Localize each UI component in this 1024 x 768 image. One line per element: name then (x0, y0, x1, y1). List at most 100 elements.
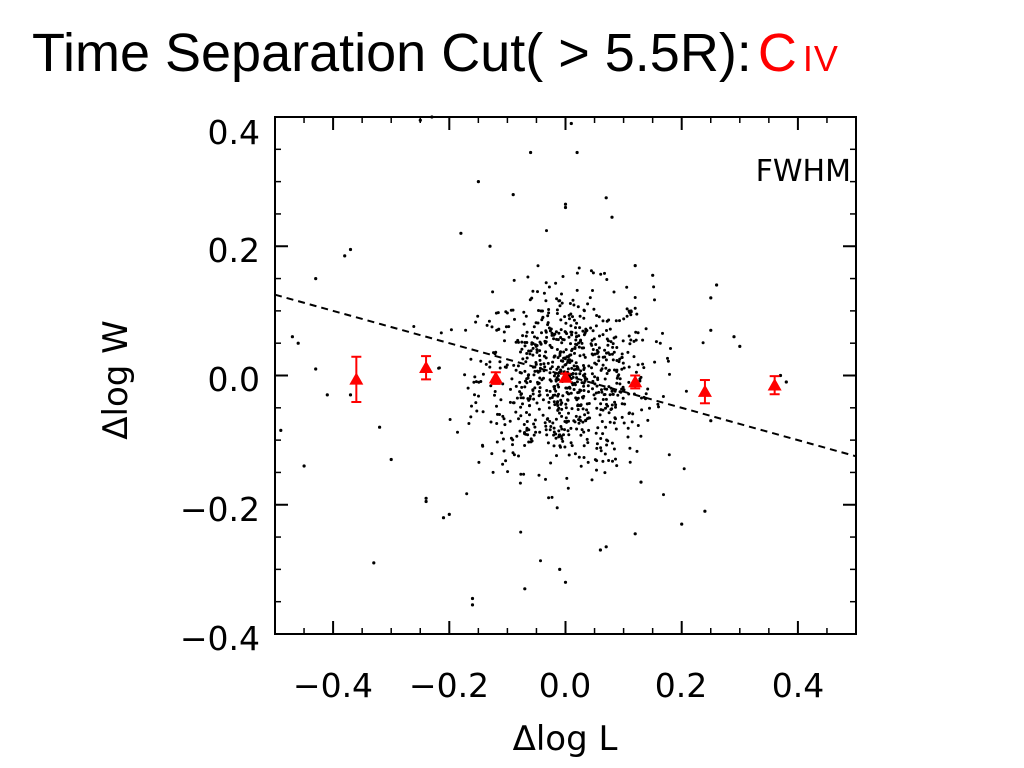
scatter-point (639, 434, 643, 438)
scatter-points-layer (279, 115, 788, 607)
scatter-point (610, 352, 614, 356)
scatter-point (494, 350, 498, 354)
scatter-point (488, 244, 492, 248)
scatter-point (620, 402, 624, 406)
scatter-point (604, 366, 608, 370)
scatter-point (778, 373, 783, 378)
scatter-point (617, 373, 621, 377)
scatter-point (569, 312, 573, 316)
triangle-marker (488, 371, 503, 384)
scatter-point (550, 495, 554, 499)
scatter-point (622, 366, 626, 370)
scatter-point (487, 319, 491, 323)
scatter-point (557, 385, 561, 389)
scatter-point (621, 385, 625, 389)
scatter-point (556, 356, 560, 360)
scatter-point (550, 331, 554, 335)
scatter-point (634, 330, 638, 334)
scatter-point (628, 460, 632, 464)
scatter-point (639, 480, 643, 484)
scatter-point (635, 449, 639, 453)
scatter-point (615, 359, 619, 362)
scatter-point (503, 339, 506, 343)
scatter-point (709, 328, 713, 332)
scatter-point (620, 352, 624, 356)
scatter-point (585, 437, 589, 441)
scatter-point (512, 401, 516, 405)
scatter-point (545, 389, 549, 392)
scatter-point (589, 326, 593, 330)
scatter-point (566, 392, 570, 396)
scatter-point (539, 342, 543, 345)
scatter-point (555, 348, 559, 351)
scatter-point (481, 410, 485, 414)
x-tick-label: −0.4 (293, 666, 373, 705)
scatter-point (661, 331, 664, 335)
scatter-point (570, 444, 574, 448)
scatter-point (612, 421, 616, 425)
scatter-point (605, 372, 609, 375)
scatter-point (597, 315, 601, 319)
scatter-point (504, 459, 508, 463)
scatter-point (550, 396, 554, 399)
scatter-point (555, 454, 558, 458)
scatter-point (593, 361, 597, 365)
scatter-point (535, 336, 539, 340)
scatter-point (563, 205, 568, 210)
scatter-point (561, 275, 565, 278)
scatter-point (542, 354, 546, 358)
scatter-point (574, 414, 578, 418)
scatter-point (552, 374, 556, 378)
scatter-point (577, 455, 581, 459)
scatter-point (532, 373, 536, 377)
scatter-point (590, 352, 594, 356)
scatter-point (576, 408, 580, 411)
scatter-point (424, 499, 428, 504)
scatter-point (596, 426, 600, 430)
scatter-point (556, 404, 560, 407)
scatter-point (558, 567, 562, 572)
scatter-point (605, 278, 609, 281)
scatter-point (577, 345, 581, 349)
scatter-point (610, 403, 614, 407)
scatter-point (586, 302, 590, 306)
scatter-point (348, 393, 353, 397)
scatter-point (615, 370, 619, 374)
scatter-point (581, 407, 585, 411)
scatter-point (563, 420, 567, 423)
scatter-point (564, 416, 568, 420)
scatter-point (567, 433, 571, 437)
scatter-point (653, 298, 656, 302)
scatter-point (582, 309, 586, 313)
scatter-point (504, 325, 508, 329)
scatter-point (605, 387, 609, 391)
scatter-point (632, 339, 636, 343)
scatter-point (517, 454, 520, 458)
scatter-point (562, 433, 565, 437)
scatter-point (525, 330, 529, 334)
scatter-point (519, 414, 523, 418)
scatter-point (592, 307, 596, 311)
scatter-point (556, 365, 560, 369)
scatter-point (505, 311, 509, 315)
scatter-point (652, 285, 656, 289)
scatter-point (560, 292, 563, 296)
scatter-point (511, 193, 515, 197)
triangle-marker (558, 370, 573, 383)
scatter-point (599, 272, 603, 276)
scatter-point (524, 334, 528, 338)
scatter-point (580, 381, 584, 385)
scatter-point (467, 422, 471, 425)
scatter-point (595, 468, 598, 472)
scatter-point (456, 430, 459, 434)
scatter-point (585, 377, 589, 381)
scatter-point (571, 315, 574, 319)
scatter-point (620, 367, 624, 371)
scatter-point (633, 532, 637, 536)
scatter-point (582, 353, 586, 357)
scatter-point (529, 349, 533, 353)
scatter-point (579, 339, 582, 343)
scatter-point (628, 342, 632, 346)
scatter-point (540, 318, 544, 322)
scatter-point (648, 406, 651, 410)
